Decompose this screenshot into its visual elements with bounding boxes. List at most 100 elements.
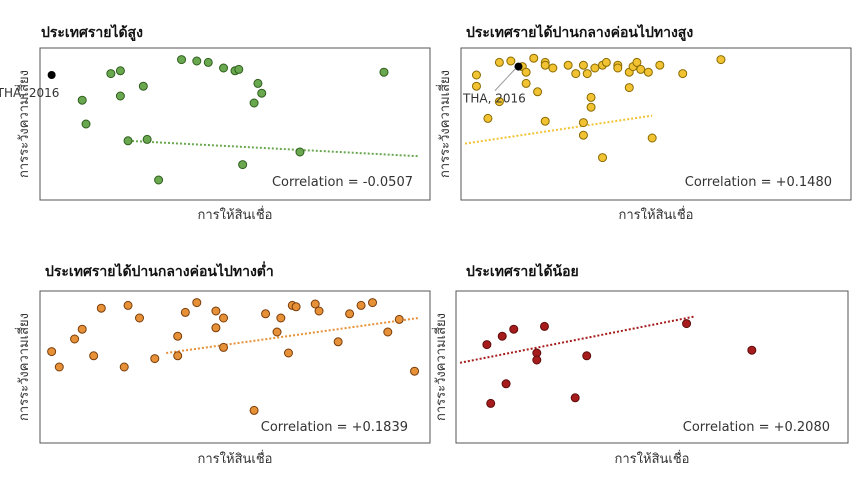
data-point <box>333 337 343 347</box>
data-point <box>257 88 267 98</box>
data-point <box>310 299 320 309</box>
data-point <box>582 69 592 79</box>
panel-title: ประเทศรายได้ปานกลางค่อนไปทางสูง <box>466 23 693 41</box>
data-point <box>219 63 229 73</box>
highlight-point <box>47 71 56 79</box>
panel-lower-middle-income: ประเทศรายได้ปานกลางค่อนไปทางต่ำ Correlat… <box>15 261 431 467</box>
data-point <box>238 160 248 170</box>
data-point <box>180 307 190 317</box>
data-point <box>272 327 282 337</box>
data-point <box>383 327 393 337</box>
data-point <box>613 63 623 73</box>
data-point <box>81 119 91 129</box>
data-point <box>345 309 355 319</box>
data-point <box>655 60 665 70</box>
data-point <box>539 321 549 331</box>
data-point <box>123 300 133 310</box>
correlation-label: Correlation = +0.1480 <box>685 175 832 190</box>
data-point <box>96 303 106 313</box>
correlation-label: Correlation = +0.1839 <box>261 420 408 435</box>
data-point <box>77 95 87 105</box>
data-point <box>540 60 550 70</box>
data-point <box>249 98 259 108</box>
data-point <box>173 351 183 361</box>
data-point <box>150 354 160 364</box>
data-point <box>563 60 573 70</box>
data-point <box>106 69 116 79</box>
data-point <box>154 175 164 185</box>
data-point <box>295 147 305 157</box>
data-point <box>219 313 229 323</box>
highlight-point <box>514 62 523 71</box>
data-point <box>379 67 389 77</box>
data-point <box>54 362 64 372</box>
data-point <box>509 324 519 334</box>
data-point <box>173 331 183 341</box>
trend-line <box>464 114 653 145</box>
panel-title: ประเทศรายได้น้อย <box>466 262 579 280</box>
data-point <box>532 355 542 365</box>
data-point <box>521 67 531 77</box>
data-point <box>115 66 125 76</box>
panel-high-income: ประเทศรายได้สูง THA, 2016 Correlation = … <box>0 23 431 223</box>
data-point <box>494 57 504 67</box>
data-point <box>119 362 129 372</box>
data-point <box>142 134 152 144</box>
correlation-label: Correlation = +0.2080 <box>683 420 830 435</box>
data-point <box>521 78 531 88</box>
data-point <box>135 313 144 323</box>
data-point <box>253 78 263 88</box>
highlight-connector <box>494 68 516 91</box>
data-point <box>138 81 148 91</box>
data-point <box>77 324 87 334</box>
data-point <box>192 56 202 66</box>
data-point <box>471 70 481 80</box>
plot-frame <box>455 290 849 444</box>
data-point <box>486 398 496 408</box>
data-point <box>494 97 504 107</box>
highlight-label: THA, 2016 <box>462 92 526 106</box>
data-point <box>211 306 221 316</box>
correlation-label: Correlation = -0.0507 <box>272 175 413 190</box>
data-point <box>394 314 404 324</box>
data-point <box>368 298 378 308</box>
plot-frame <box>460 47 852 201</box>
data-point <box>203 57 213 67</box>
y-axis-label: การระวังความเสี่ยง <box>15 70 32 178</box>
data-point <box>624 83 634 93</box>
trend-line <box>166 317 419 354</box>
data-point <box>497 331 507 341</box>
data-point <box>70 334 80 344</box>
data-point <box>410 366 420 376</box>
data-point <box>636 64 646 74</box>
highlight-label: THA, 2016 <box>0 86 59 100</box>
y-axis-label: การระวังความเสี่ยง <box>432 313 449 421</box>
x-axis-label: การให้สินเชื่อ <box>619 206 694 223</box>
data-point <box>586 102 596 112</box>
data-point <box>578 130 588 140</box>
data-point <box>632 57 642 67</box>
data-point <box>123 136 133 146</box>
data-point <box>529 53 539 63</box>
data-point <box>234 64 244 74</box>
data-point <box>314 306 324 316</box>
x-axis-label: การให้สินเชื่อ <box>198 206 273 223</box>
data-point <box>570 393 580 403</box>
data-point <box>586 92 596 102</box>
data-point <box>540 116 550 126</box>
panel-title: ประเทศรายได้ปานกลางค่อนไปทางต่ำ <box>45 261 274 280</box>
data-point <box>177 55 187 65</box>
data-point <box>115 91 125 101</box>
panel-upper-middle-income: ประเทศรายได้ปานกลางค่อนไปทางสูง THA, 201… <box>436 23 852 223</box>
data-point <box>578 118 588 128</box>
panel-title: ประเทศรายได้สูง <box>41 23 143 41</box>
data-point <box>192 298 202 308</box>
trend-line <box>459 315 695 364</box>
data-point <box>578 60 588 70</box>
data-point <box>571 69 581 79</box>
panel-low-income: ประเทศรายได้น้อย Correlation = +0.2080 ก… <box>432 262 849 467</box>
data-point <box>211 323 221 333</box>
data-point <box>219 342 229 352</box>
data-point <box>276 313 286 323</box>
data-point <box>261 309 271 319</box>
